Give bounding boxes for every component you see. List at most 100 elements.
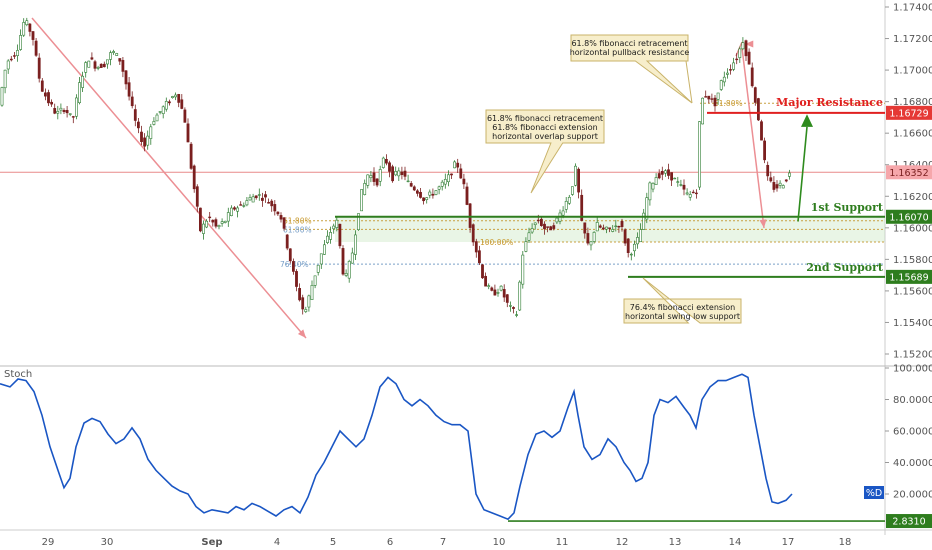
candle-body	[457, 163, 459, 167]
candle-body	[69, 114, 71, 115]
candle-body	[330, 232, 332, 239]
candle-body	[351, 253, 353, 263]
major-resistance-label: Major Resistance	[776, 96, 883, 109]
candle-body	[88, 61, 90, 67]
candle-body	[345, 273, 347, 275]
candle-body	[212, 220, 214, 222]
candle-body	[444, 179, 446, 184]
candle-body	[348, 261, 350, 278]
candle-body	[609, 228, 611, 229]
candle-body	[261, 198, 263, 200]
candle-body	[54, 108, 56, 113]
candle-body	[336, 220, 338, 227]
candle-body	[292, 261, 294, 271]
candle-body	[187, 124, 189, 142]
callout-overlap-support-line: 61.8% fibonacci extension	[492, 123, 598, 132]
candle-body	[246, 201, 248, 205]
candle-body	[785, 180, 787, 181]
candle-body	[178, 94, 180, 102]
candle-body	[233, 208, 235, 209]
candle-body	[615, 226, 617, 227]
candle-body	[705, 96, 707, 97]
stoch-legend-label: %D	[866, 488, 882, 499]
price-tick-label: 1.17000	[893, 66, 932, 77]
candle-body	[537, 220, 539, 221]
stoch-tick-label: 100.0000	[893, 364, 932, 375]
candle-body	[376, 179, 378, 185]
candle-body	[729, 69, 731, 70]
time-tick-label: 18	[839, 537, 852, 548]
candle-body	[140, 132, 142, 142]
candle-body	[739, 49, 741, 58]
fib-label: 100.00%	[480, 238, 513, 247]
candle-body	[370, 175, 372, 177]
candle-body	[689, 194, 691, 197]
candle-body	[630, 254, 632, 255]
candle-body	[103, 64, 105, 67]
candle-body	[156, 115, 158, 121]
candle-body	[165, 101, 167, 109]
callout-overlap-support-line: horizontal overlap support	[492, 132, 598, 141]
candle-body	[311, 285, 313, 299]
candle-body	[283, 218, 285, 229]
candle-body	[134, 110, 136, 121]
candle-body	[13, 56, 15, 57]
candle-body	[97, 67, 99, 68]
candle-body	[354, 235, 356, 255]
candle-body	[543, 224, 545, 229]
candle-body	[652, 183, 654, 189]
candle-body	[782, 185, 784, 188]
candle-body	[717, 93, 719, 99]
candle-body	[218, 225, 220, 226]
candle-body	[469, 204, 471, 228]
candle-body	[382, 158, 384, 168]
candle-body	[193, 166, 195, 189]
current-price-tag: 1.16352	[889, 168, 928, 179]
candle-body	[63, 110, 65, 111]
candle-body	[531, 228, 533, 232]
candle-body	[116, 53, 118, 55]
candle-body	[196, 187, 198, 207]
fib-label: 61.80%	[283, 217, 312, 226]
candle-body	[410, 183, 412, 186]
second-support-label: 2nd Support	[806, 261, 884, 274]
candle-body	[392, 167, 394, 181]
candle-body	[602, 228, 604, 229]
candle-body	[450, 174, 452, 175]
candle-body	[364, 183, 366, 194]
candle-body	[128, 83, 130, 97]
candle-body	[466, 187, 468, 205]
candle-body	[525, 242, 527, 252]
candle-body	[497, 292, 499, 293]
candle-body	[271, 201, 273, 206]
candle-body	[553, 226, 555, 229]
candle-body	[627, 239, 629, 253]
time-tick-label: 17	[782, 537, 795, 548]
candle-body	[522, 255, 524, 284]
candle-body	[150, 127, 152, 139]
candle-body	[423, 198, 425, 201]
candle-body	[227, 213, 229, 222]
callout-overlap-support-line: 61.8% fibonacci retracement	[487, 114, 603, 123]
candle-body	[568, 197, 570, 203]
price-tick-label: 1.15800	[893, 255, 932, 266]
candle-body	[85, 63, 87, 73]
candle-body	[106, 60, 108, 64]
candle-body	[221, 222, 223, 224]
candle-body	[491, 288, 493, 291]
candle-body	[584, 223, 586, 233]
candle-body	[503, 289, 505, 297]
candle-body	[745, 41, 747, 56]
candle-body	[264, 195, 266, 197]
candle-body	[633, 244, 635, 251]
candle-body	[289, 249, 291, 261]
candle-body	[10, 59, 12, 60]
price-tick-label: 1.15400	[893, 318, 932, 329]
candle-body	[661, 171, 663, 174]
candle-body	[618, 226, 620, 227]
candle-body	[447, 175, 449, 182]
candle-body	[277, 212, 279, 214]
candle-body	[494, 290, 496, 295]
candle-body	[599, 226, 601, 227]
